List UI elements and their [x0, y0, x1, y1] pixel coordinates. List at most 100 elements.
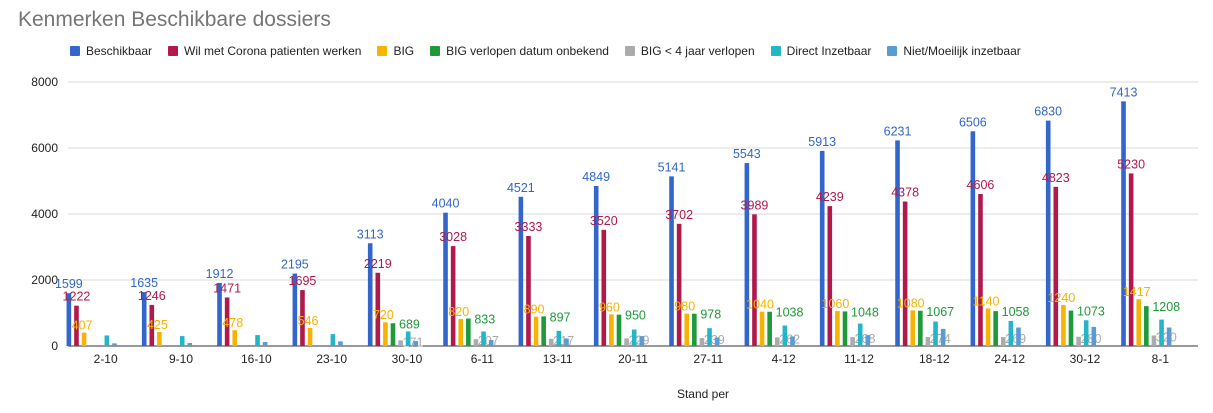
bar [473, 339, 479, 346]
data-label: 3989 [741, 198, 769, 212]
legend-swatch [887, 46, 898, 56]
bar [367, 243, 373, 346]
data-label: 978 [700, 308, 721, 322]
data-label: 5913 [808, 135, 836, 149]
legend-label: BIG [393, 44, 415, 58]
bar [624, 338, 629, 346]
bar [141, 292, 147, 346]
legend-swatch [168, 46, 179, 56]
data-label: 689 [399, 317, 420, 331]
data-label: 3333 [515, 220, 543, 234]
data-label: 6830 [1034, 105, 1062, 119]
bar [398, 340, 403, 346]
bar [1128, 173, 1134, 346]
data-label: 1471 [213, 281, 241, 295]
x-tick-label: 24-12 [994, 352, 1025, 366]
bar [714, 337, 720, 346]
data-label: 1040 [746, 298, 774, 312]
data-label: 2219 [364, 257, 392, 271]
data-label: 3702 [665, 208, 693, 222]
bar [669, 176, 674, 346]
bar [518, 196, 524, 346]
data-label: 980 [674, 300, 695, 314]
bar [526, 236, 531, 346]
data-label: 1060 [821, 297, 849, 311]
data-label: 833 [474, 313, 495, 327]
bar [774, 337, 780, 346]
x-axis-title: Stand per [677, 387, 729, 401]
bar [1166, 327, 1172, 346]
bar [375, 272, 381, 346]
legend-swatch [430, 46, 441, 56]
bar [255, 335, 260, 346]
legend-label: BIG < 4 jaar verlopen [640, 44, 755, 58]
bar [450, 246, 456, 346]
data-label: 546 [298, 314, 319, 328]
bar [970, 131, 976, 346]
bar [556, 330, 562, 346]
bar [1016, 327, 1021, 346]
bar [149, 304, 155, 346]
bar [639, 336, 645, 346]
data-label: 4378 [891, 186, 919, 200]
bar [782, 325, 788, 346]
data-label: 239 [704, 333, 725, 347]
data-label: 268 [855, 332, 876, 346]
bar [940, 328, 946, 346]
data-label: 1246 [138, 289, 166, 303]
bar [609, 314, 614, 346]
data-label: 4040 [432, 197, 460, 211]
bar [918, 310, 923, 346]
data-label: 2195 [281, 258, 309, 272]
data-label: 890 [524, 303, 545, 317]
bar [684, 313, 690, 346]
bar [488, 340, 494, 346]
y-tick-label: 2000 [31, 273, 58, 287]
bar [744, 163, 750, 346]
x-tick-label: 8-1 [1152, 352, 1170, 366]
data-label: 4239 [816, 190, 844, 204]
bar [631, 329, 637, 346]
bar [895, 140, 900, 346]
bar [104, 335, 110, 346]
bar [767, 311, 772, 346]
y-tick-label: 0 [51, 339, 58, 353]
data-label: 407 [72, 319, 93, 333]
bar [564, 338, 569, 346]
data-label: 820 [448, 305, 469, 319]
bar [692, 313, 697, 346]
legend-item: Niet/Moeilijk inzetbaar [887, 44, 1021, 58]
data-label: 6231 [884, 124, 912, 138]
data-label: 1222 [63, 290, 91, 304]
data-label: 897 [550, 310, 571, 324]
bar [74, 305, 79, 346]
data-label: 4521 [507, 181, 535, 195]
bar [1008, 320, 1014, 346]
legend-swatch [70, 46, 80, 56]
data-label: 1208 [1152, 300, 1180, 314]
bar [458, 318, 464, 346]
data-label: 478 [222, 316, 243, 330]
bar [1159, 319, 1164, 346]
data-label: 171 [403, 335, 424, 349]
data-label: 7413 [1110, 85, 1138, 99]
bar [790, 336, 795, 346]
bar [292, 273, 298, 346]
bar [842, 311, 848, 346]
bar [481, 331, 486, 346]
data-label: 207 [478, 334, 499, 348]
x-tick-label: 6-11 [471, 352, 494, 366]
bar [1136, 299, 1142, 346]
bar [338, 341, 343, 346]
bar [533, 316, 539, 346]
x-tick-label: 11-12 [844, 352, 874, 366]
bar [593, 185, 599, 346]
data-label: 262 [779, 332, 800, 346]
legend-item: BIG < 4 jaar verlopen [624, 44, 755, 58]
data-label: 425 [147, 318, 168, 332]
x-tick-label: 16-10 [241, 352, 272, 366]
data-label: 720 [373, 308, 394, 322]
bar [1151, 335, 1157, 346]
data-label: 1067 [926, 305, 954, 319]
